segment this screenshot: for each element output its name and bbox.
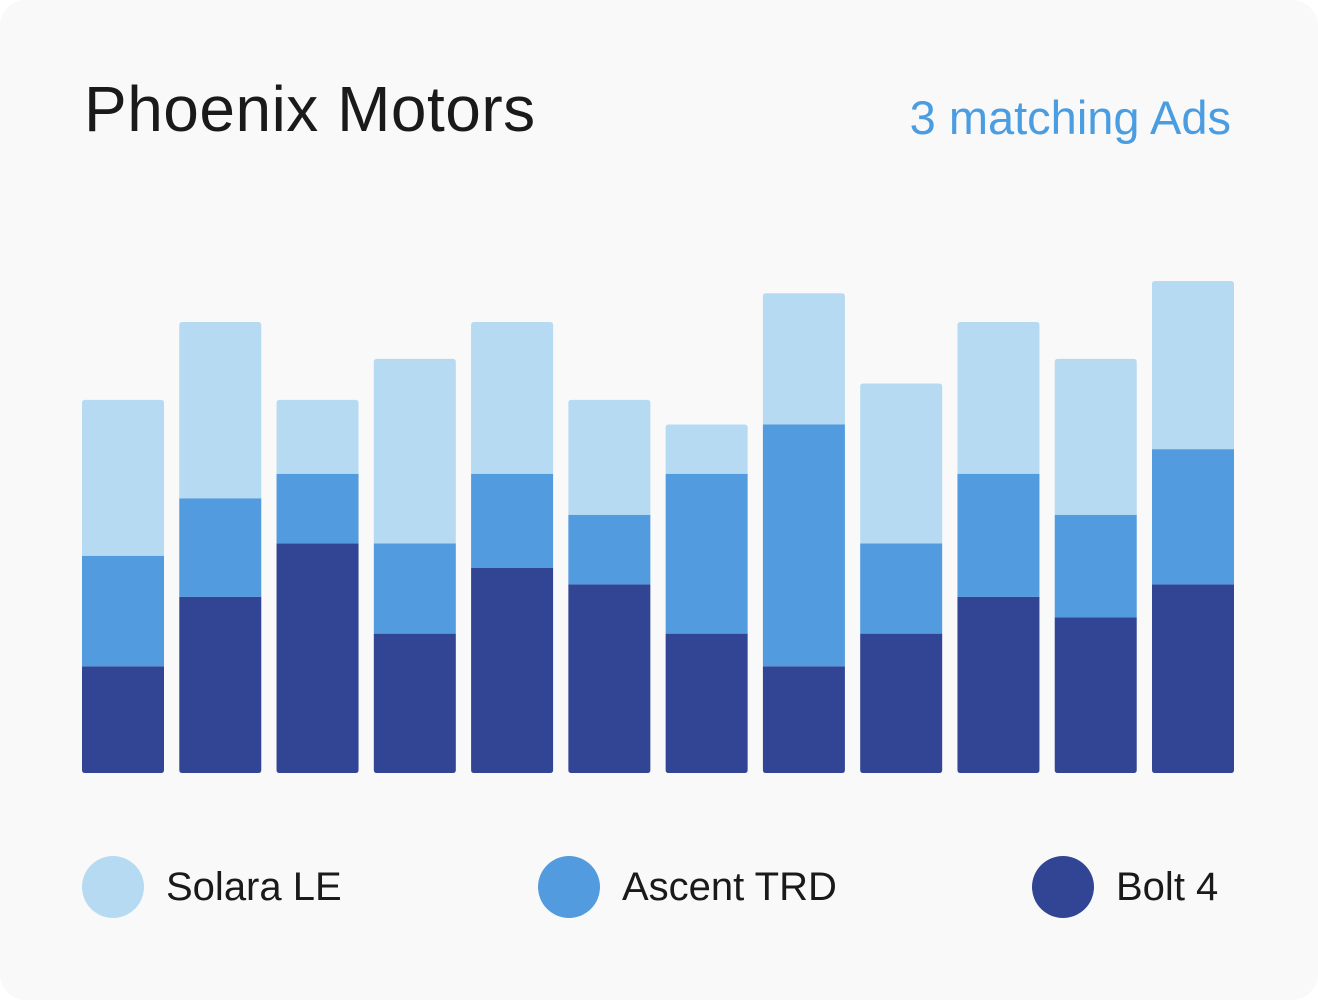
legend-label: Bolt 4 [1116,864,1219,909]
bar-stack [957,322,1040,773]
bar-segment-ascent-trd [82,555,164,667]
bar-segment-solara-le [276,399,359,474]
bar-segment-bolt-4 [471,568,554,773]
legend-swatch [82,856,144,918]
legend-item-bolt-4: Bolt 4 [1032,856,1218,918]
bar-segment-bolt-4 [1054,617,1137,773]
legend-label: Ascent TRD [622,864,837,909]
bar-stack [1152,281,1234,773]
bar-segment-bolt-4 [276,543,359,773]
bar-segment-bolt-4 [1152,584,1234,773]
bar-stack [568,399,651,773]
bar-segment-solara-le [1152,281,1234,450]
bar-stack [276,399,359,773]
legend-swatch [1032,856,1094,918]
bar-segment-solara-le [179,322,262,499]
bar-segment-bolt-4 [957,596,1040,773]
legend-swatch [538,856,600,918]
legend-item-solara-le: Solara LE [82,856,342,918]
bar-segment-ascent-trd [471,473,554,568]
bar-segment-solara-le [471,322,554,474]
bar-stack [665,424,748,773]
bar-segment-ascent-trd [276,473,359,544]
bar-segment-solara-le [82,399,164,556]
bar-segment-bolt-4 [762,666,845,773]
bar-segment-bolt-4 [860,633,943,773]
bar-stack [179,322,262,773]
bar-segment-ascent-trd [179,498,262,597]
bar-segment-bolt-4 [665,633,748,773]
bar-stack [471,322,554,773]
bar-segment-solara-le [373,358,456,544]
bar-segment-ascent-trd [957,473,1040,597]
bar-segment-ascent-trd [762,424,845,667]
bar-segment-solara-le [860,383,943,544]
bar-segment-solara-le [762,293,845,425]
bar-stack [860,383,943,773]
matching-ads-link[interactable]: 3 matching Ads [909,91,1231,144]
bar-segment-ascent-trd [568,514,651,585]
bar-segment-ascent-trd [373,543,456,634]
bar-segment-solara-le [665,424,748,474]
bar-stack [1054,358,1137,773]
bar-segment-bolt-4 [82,666,164,773]
bar-segment-ascent-trd [860,543,943,634]
chart-title: Phoenix Motors [84,73,536,145]
legend-item-ascent-trd: Ascent TRD [538,856,837,918]
bar-segment-solara-le [568,399,651,515]
bar-segment-bolt-4 [373,633,456,773]
bar-stack [373,358,456,773]
bar-segment-solara-le [957,322,1040,474]
bar-segment-ascent-trd [1054,514,1137,618]
bar-segment-solara-le [1054,358,1137,515]
bar-segment-ascent-trd [1152,449,1234,585]
bar-segment-bolt-4 [568,584,651,773]
bar-stack [82,399,164,773]
bar-segment-ascent-trd [665,473,748,634]
legend-label: Solara LE [166,864,342,909]
bar-segment-bolt-4 [179,596,262,773]
bar-stack [762,293,845,773]
